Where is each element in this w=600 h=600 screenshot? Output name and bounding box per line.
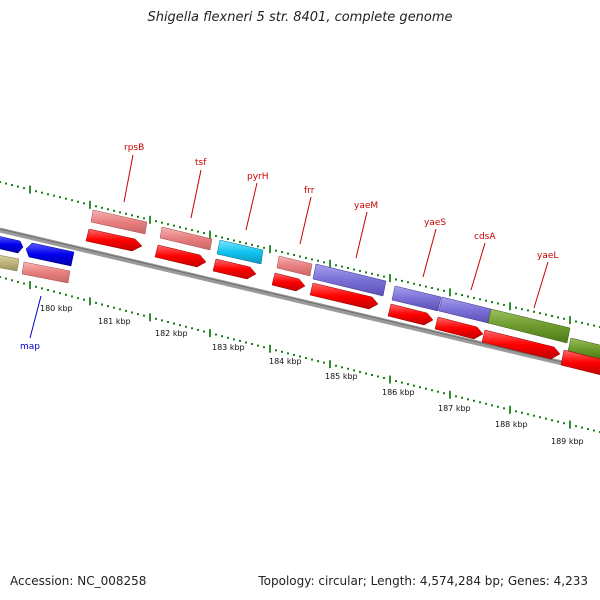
gene-label-leaders — [29, 154, 549, 339]
gene-label-yaeM[interactable]: yaeM — [354, 201, 378, 211]
outer-tick-ring — [0, 181, 600, 328]
gene-feature[interactable] — [21, 261, 71, 284]
leader-line-yaeS — [422, 228, 437, 278]
gene-feature[interactable] — [212, 258, 257, 280]
gene-feature[interactable] — [434, 316, 484, 340]
gene-feature[interactable] — [312, 263, 387, 297]
kbp-label: 184 kbp — [269, 357, 302, 366]
gene-label-cdsA[interactable]: cdsA — [474, 232, 496, 242]
gene-feature[interactable] — [159, 226, 213, 251]
gene-label-rpsB[interactable]: rpsB — [124, 143, 144, 153]
leader-line-yaeL — [533, 261, 549, 309]
leader-line-frr — [299, 196, 312, 245]
gene-feature[interactable] — [391, 285, 442, 312]
gene-label-map[interactable]: map — [20, 342, 40, 352]
kbp-label: 189 kbp — [551, 437, 584, 446]
leader-line-map — [29, 295, 42, 339]
gene-label-yaeS[interactable]: yaeS — [424, 218, 446, 228]
gene-feature[interactable] — [481, 329, 561, 360]
kbp-label: 180 kbp — [40, 304, 73, 313]
kbp-label: 185 kbp — [325, 372, 358, 381]
kbp-label: 183 kbp — [212, 343, 245, 352]
gene-label-frr[interactable]: frr — [304, 186, 315, 196]
gene-feature[interactable] — [560, 349, 600, 376]
gene-feature[interactable] — [90, 209, 148, 235]
gene-feature[interactable] — [25, 242, 75, 267]
kbp-label: 186 kbp — [382, 388, 415, 397]
kbp-label: 188 kbp — [495, 420, 528, 429]
genome-stats-label: Topology: circular; Length: 4,574,284 bp… — [258, 574, 588, 588]
kbp-scale-labels: 180 kbp 181 kbp 182 kbp 183 kbp 184 kbp … — [40, 304, 584, 446]
map-title: Shigella flexneri 5 str. 8401, complete … — [147, 10, 453, 25]
gene-feature[interactable] — [487, 308, 571, 344]
gene-labels: map rpsB tsf pyrH frr yaeM yaeS cdsA yae… — [20, 143, 558, 352]
gene-feature[interactable] — [276, 255, 313, 277]
gene-feature[interactable] — [85, 228, 143, 252]
gene-label-pyrH[interactable]: pyrH — [247, 172, 269, 182]
accession-label: Accession: NC_008258 — [10, 574, 147, 588]
gene-feature[interactable] — [154, 244, 207, 268]
leader-line-yaeM — [355, 211, 368, 259]
kbp-label: 181 kbp — [98, 317, 131, 326]
leader-line-rpsB — [123, 154, 134, 203]
gene-feature[interactable] — [309, 282, 379, 310]
gene-feature[interactable] — [216, 239, 264, 265]
gene-feature[interactable] — [0, 255, 20, 272]
genome-backbone-highlight — [0, 228, 600, 372]
leader-line-tsf — [190, 169, 202, 219]
kbp-label: 187 kbp — [438, 404, 471, 413]
kbp-label: 182 kbp — [155, 329, 188, 338]
gene-feature[interactable] — [271, 272, 306, 292]
gene-label-yaeL[interactable]: yaeL — [537, 251, 558, 261]
leader-line-cdsA — [470, 242, 486, 291]
gene-feature[interactable] — [387, 303, 434, 326]
feature-lane-upper — [0, 209, 600, 360]
inner-tick-ring — [0, 276, 600, 433]
gene-label-tsf[interactable]: tsf — [195, 158, 207, 168]
leader-line-pyrH — [245, 182, 258, 231]
gene-feature[interactable] — [0, 236, 24, 254]
feature-lane-lower — [0, 228, 600, 376]
gene-feature[interactable] — [567, 337, 600, 360]
